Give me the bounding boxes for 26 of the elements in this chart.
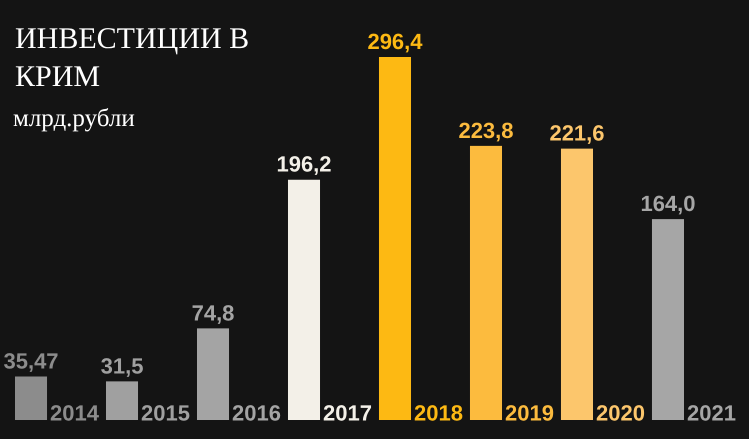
data-label: 31,5	[100, 353, 144, 378]
chart-title: ИНВЕСТИЦИИ В КРИМ	[15, 21, 250, 95]
bar	[288, 180, 320, 420]
x-tick-label: 2017	[323, 400, 372, 426]
bar	[196, 328, 230, 420]
data-label: 35,47	[3, 348, 59, 374]
x-tick-label: 2016	[232, 400, 281, 426]
x-tick-label: 2014	[50, 400, 100, 426]
data-label: 296,4	[367, 29, 424, 54]
data-label: 164,0	[640, 191, 696, 216]
x-tick-label: 2021	[686, 400, 736, 426]
data-label: 196,2	[276, 152, 332, 177]
x-tick-label: 2020	[596, 400, 645, 426]
bar	[15, 376, 48, 420]
x-tick-label: 2019	[504, 400, 554, 426]
bar	[378, 57, 412, 420]
data-label: 223,8	[458, 118, 514, 143]
bar	[560, 148, 594, 420]
data-label: 221,6	[549, 120, 605, 146]
text: млрд.рубли	[13, 104, 135, 134]
bar	[652, 219, 684, 420]
bar	[470, 146, 502, 420]
x-tick-label: 2015	[141, 400, 190, 426]
data-label: 74,8	[192, 300, 234, 326]
x-tick-label: 2018	[414, 400, 463, 426]
bar	[106, 381, 138, 420]
